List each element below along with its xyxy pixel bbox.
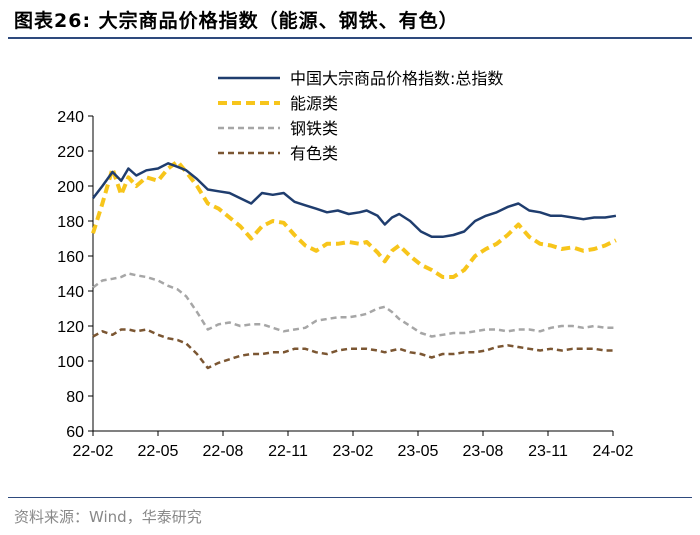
series-line-steel — [92, 272, 616, 338]
figure-title: 图表26: 大宗商品价格指数（能源、钢铁、有色） — [14, 10, 459, 32]
x-tick-label: 22-05 — [138, 443, 179, 460]
chart-series-lines — [91, 159, 617, 370]
title-rule — [8, 37, 692, 39]
series-line-energy — [91, 159, 617, 279]
y-tick-label: 240 — [57, 109, 84, 126]
source-rule — [8, 497, 692, 498]
y-tick-label: 140 — [57, 284, 84, 301]
source-note: 资料来源：Wind，华泰研究 — [14, 508, 202, 526]
legend-label-nonferrous: 有色类 — [290, 144, 338, 163]
y-tick-label: 160 — [57, 249, 84, 266]
x-tick-label: 23-02 — [333, 443, 374, 460]
y-tick-label: 60 — [66, 424, 84, 441]
y-tick-label: 220 — [57, 144, 84, 161]
series-line-composite — [92, 162, 617, 239]
y-tick-label: 200 — [57, 179, 84, 196]
x-tick-label: 24-02 — [593, 443, 634, 460]
x-tick-label: 23-11 — [528, 443, 568, 460]
legend-label-composite: 中国大宗商品价格指数:总指数 — [290, 69, 503, 88]
y-tick-label: 120 — [57, 319, 84, 336]
x-tick-label: 22-11 — [268, 443, 308, 460]
y-tick-label: 80 — [66, 389, 84, 406]
chart-axes: 60 80 100 120 140 160 180 200 220 240 22-02 22-05 22… — [57, 109, 633, 460]
x-tick-label: 22-08 — [203, 443, 244, 460]
y-tick-label: 180 — [57, 214, 84, 231]
x-tick-label: 23-05 — [398, 443, 439, 460]
x-tick-label: 23-08 — [463, 443, 504, 460]
series-line-nonferrous — [92, 328, 616, 370]
legend-label-energy: 能源类 — [290, 94, 338, 113]
y-tick-label: 100 — [57, 354, 84, 371]
x-tick-label: 22-02 — [73, 443, 114, 460]
legend-label-steel: 钢铁类 — [290, 119, 338, 138]
